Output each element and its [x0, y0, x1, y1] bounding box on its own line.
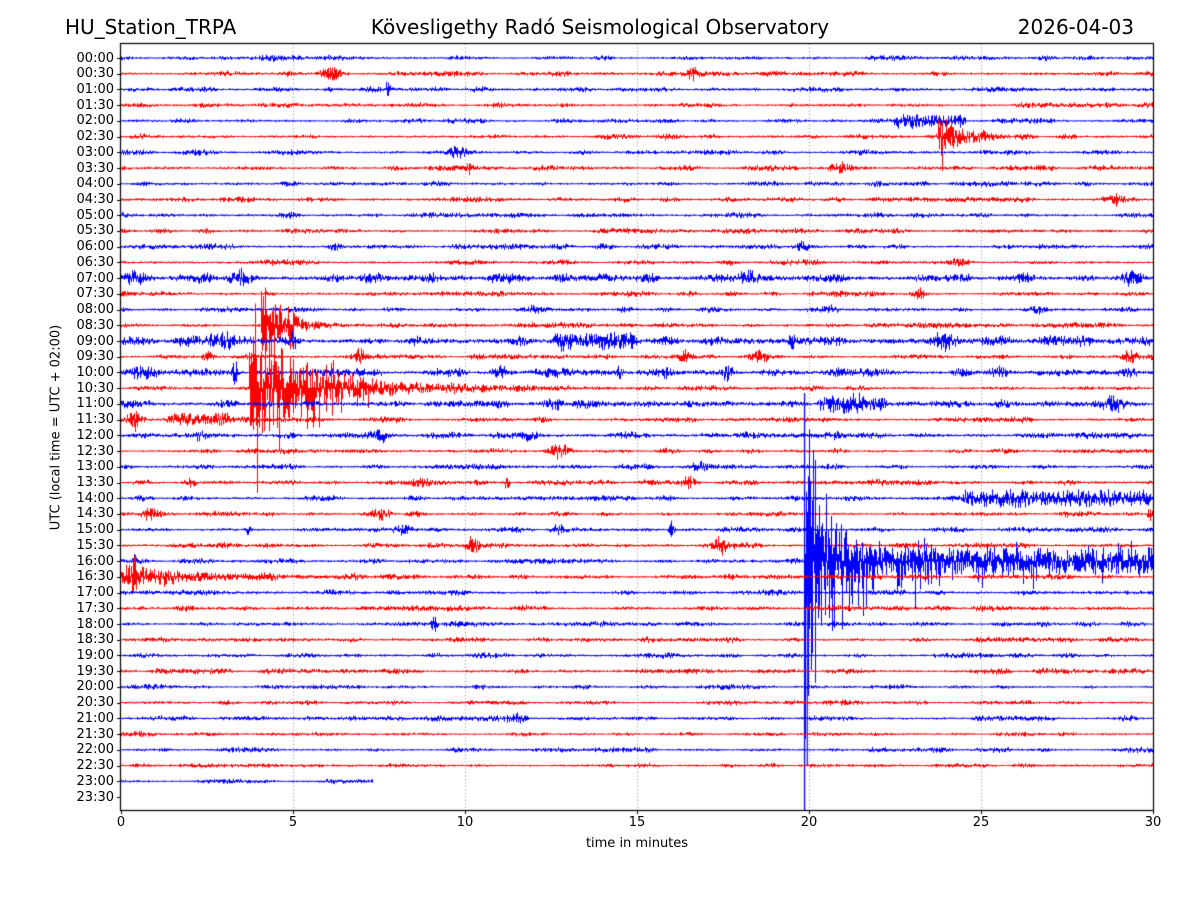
station-title: HU_Station_TRPA: [65, 15, 237, 39]
y-tick-label: 18:00: [76, 616, 114, 632]
y-tick-label: 23:30: [76, 789, 114, 805]
y-tick-label: 02:30: [76, 129, 114, 145]
y-tick-label: 14:00: [76, 490, 114, 506]
y-tick-label: 22:30: [76, 758, 114, 774]
y-tick-label: 03:30: [76, 160, 114, 176]
x-tick-label: 25: [972, 815, 990, 830]
y-tick-label: 23:00: [76, 773, 114, 789]
y-tick-label: 19:30: [76, 663, 114, 679]
y-tick-label: 04:30: [76, 192, 114, 207]
y-tick-label: 11:30: [76, 412, 114, 428]
observatory-title: Kövesligethy Radó Seismological Observat…: [370, 15, 830, 39]
y-tick-label: 17:00: [76, 585, 114, 601]
y-tick-label: 16:30: [76, 569, 114, 585]
y-tick-label: 21:30: [76, 726, 114, 742]
x-tick-label: 15: [628, 815, 646, 830]
y-tick-label: 05:30: [76, 223, 114, 239]
x-tick-label: 30: [1144, 815, 1162, 830]
y-tick-label: 00:00: [76, 50, 114, 66]
y-tick-label: 15:00: [76, 522, 114, 538]
y-tick-label: 10:00: [76, 364, 114, 380]
y-tick-label: 18:30: [76, 632, 114, 648]
y-tick-label: 13:30: [76, 475, 114, 491]
x-tick-label: 0: [116, 815, 126, 830]
y-tick-label: 15:30: [76, 537, 114, 553]
y-tick-label: 01:00: [76, 81, 114, 97]
y-tick-label: 00:30: [76, 66, 114, 82]
date-label: 2026-04-03: [1017, 15, 1134, 39]
x-tick-label: 10: [456, 815, 474, 830]
x-tick-label: 20: [800, 815, 818, 830]
x-tick-label: 5: [288, 815, 298, 830]
y-tick-label: 05:00: [76, 207, 114, 223]
y-tick-label: 04:00: [76, 176, 114, 192]
y-tick-label: 03:00: [76, 144, 114, 160]
y-tick-label: 01:30: [76, 97, 114, 113]
y-tick-label: 11:00: [76, 396, 114, 412]
y-tick-label: 13:00: [76, 459, 114, 475]
y-tick-label: 19:00: [76, 647, 114, 663]
y-tick-label: 07:30: [76, 286, 114, 302]
y-tick-label: 17:30: [76, 600, 114, 616]
y-tick-label: 20:00: [76, 679, 114, 695]
y-tick-label: 10:30: [76, 380, 114, 396]
y-tick-label: 02:00: [76, 113, 114, 129]
y-tick-label: 06:30: [76, 254, 114, 270]
y-tick-label: 08:30: [76, 317, 114, 333]
y-tick-label: 22:00: [76, 742, 114, 758]
x-axis-label: time in minutes: [585, 836, 689, 851]
y-tick-label: 09:30: [76, 349, 114, 365]
y-tick-label: 09:00: [76, 333, 114, 349]
y-tick-label: 14:30: [76, 506, 114, 522]
y-tick-label: 06:00: [76, 239, 114, 255]
y-tick-label: 20:30: [76, 695, 114, 711]
y-tick-label: 12:30: [76, 443, 114, 459]
y-tick-label: 12:00: [76, 427, 114, 443]
y-tick-label: 16:00: [76, 553, 114, 569]
y-tick-label: 21:00: [76, 710, 114, 726]
y-tick-label: 08:00: [76, 302, 114, 318]
y-tick-label: 07:00: [76, 270, 114, 286]
